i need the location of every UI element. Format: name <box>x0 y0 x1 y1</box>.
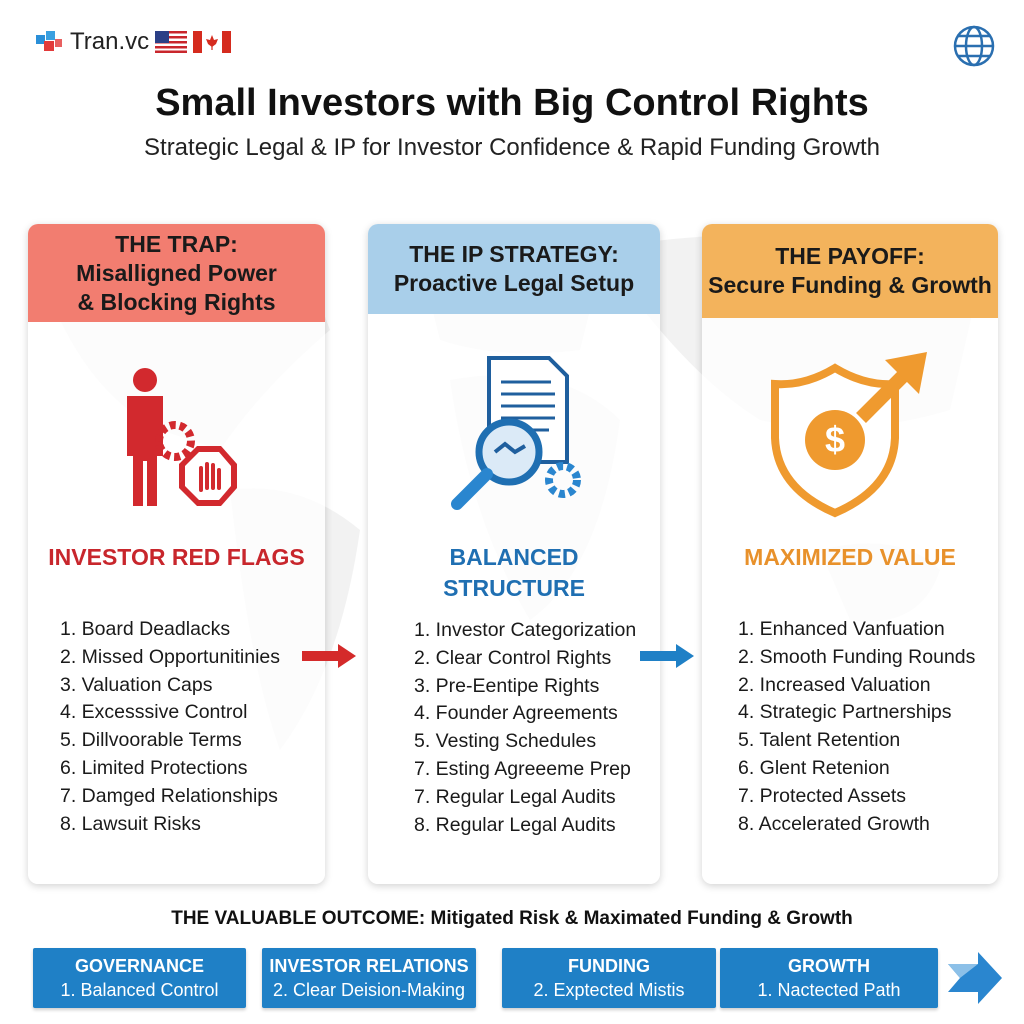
section-title-line: BALANCED <box>449 544 579 570</box>
red-arrow-icon <box>302 644 356 668</box>
box-detail: 2. Exptected Mistis <box>533 980 685 1000</box>
section-title: BALANCED STRUCTURE <box>368 542 660 604</box>
list-item: 1. Board Deadlacks <box>60 618 231 640</box>
list-item: 6. Glent Retenion <box>738 756 890 779</box>
list-item: 2. Clear Control Rights <box>414 646 612 669</box>
brand-logo[interactable]: Tran.vc <box>34 28 232 56</box>
tranvc-logo-icon <box>36 31 62 51</box>
outcome-title: THE VALUABLE OUTCOME: Mitigated Risk & M… <box>171 908 853 929</box>
box-detail: 1. Nactected Path <box>757 980 901 1000</box>
list-item: 4. Strategic Partnerships <box>738 701 952 724</box>
list-item: 8. Accelerated Growth <box>738 812 930 835</box>
list-item: 1. Enhanced Vanfuation <box>738 618 945 640</box>
section-title: INVESTOR RED FLAGS <box>48 544 305 570</box>
page-subtitle: Strategic Legal & IP for Investor Confid… <box>144 134 880 161</box>
list-item: 4. Excesssive Control <box>60 701 248 724</box>
globe-icon[interactable] <box>952 24 996 68</box>
payoff-header: THE PAYOFF: Secure Funding & Growth <box>702 224 998 318</box>
person-gear-stop-hand-icon <box>28 366 325 516</box>
chevron-arrow-icon <box>948 952 1002 1004</box>
box-detail: 2. Clear Deision-Making <box>272 980 466 1000</box>
outcome-box-governance: GOVERNANCE 1. Balanced Control <box>33 948 246 1008</box>
list-item: 7. Regular Legal Audits <box>414 785 616 808</box>
header-line: THE PAYOFF: <box>775 243 925 269</box>
list-item: 2. Missed Opportunitinies <box>60 645 281 668</box>
payoff-card: THE PAYOFF: Secure Funding & Growth $ MA… <box>702 224 998 884</box>
list-item: 2. Increased Valuation <box>738 673 931 696</box>
list-item: 3. Pre-Eentipe Rights <box>414 674 600 697</box>
shield-dollar-arrow-icon: $ <box>702 348 998 518</box>
payoff-list: 1. Enhanced Vanfuation 2. Smooth Funding… <box>738 616 975 838</box>
list-item: 4. Founder Agreements <box>414 702 618 725</box>
list-item: 6. Limited Protections <box>60 756 248 779</box>
outcome-box-funding: FUNDING 2. Exptected Mistis <box>502 948 716 1008</box>
box-title: FUNDING <box>568 956 650 976</box>
box-title: GROWTH <box>788 956 870 976</box>
trap-card: THE TRAP: Misalligned Power & Blocking R… <box>28 224 325 884</box>
list-item: 8. Regular Legal Audits <box>414 813 616 836</box>
list-item: 7. Damged Relationships <box>60 784 278 807</box>
header-line: Proactive Legal Setup <box>393 270 635 296</box>
list-item: 5. Talent Retention <box>738 729 901 752</box>
strategy-list: 1. Investor Categorization 2. Clear Cont… <box>414 617 636 839</box>
list-item: 7. Esting Agreeeme Prep <box>414 757 631 780</box>
list-item: 5. Vesting Schedules <box>414 730 597 753</box>
svg-text:$: $ <box>825 419 845 460</box>
page-title: Small Investors with Big Control Rights <box>155 82 869 124</box>
header-line: Misalligned Power <box>76 259 277 286</box>
list-item: 8. Lawsuit Risks <box>60 812 201 835</box>
red-flags-list: 1. Board Deadlacks 2. Missed Opportuniti… <box>60 616 280 838</box>
outcome-box-growth: GROWTH 1. Nactected Path <box>720 948 938 1008</box>
list-item: 2. Smooth Funding Rounds <box>738 645 976 668</box>
box-detail: 1. Balanced Control <box>60 980 219 1000</box>
header-line: Secure Funding & Growth <box>708 272 992 298</box>
header-line: THE IP STRATEGY: <box>409 241 619 267</box>
us-flag-icon <box>155 31 188 53</box>
trap-header: THE TRAP: Misalligned Power & Blocking R… <box>28 224 325 322</box>
document-magnifier-handshake-gear-icon <box>368 352 660 512</box>
section-title-line: STRUCTURE <box>443 575 585 601</box>
list-item: 5. Dillvoorable Terms <box>60 729 242 752</box>
section-title: MAXIMIZED VALUE <box>744 544 956 570</box>
list-item: 1. Investor Categorization <box>414 619 637 641</box>
box-title: GOVERNANCE <box>74 956 204 976</box>
header-line: & Blocking Rights <box>77 288 276 315</box>
list-item: 7. Protected Assets <box>738 784 907 807</box>
strategy-card: THE IP STRATEGY: Proactive Legal Setup B… <box>368 224 660 884</box>
canada-flag-icon <box>193 31 232 53</box>
brand-name: Tran.vc <box>70 28 150 55</box>
box-title: INVESTOR RELATIONS <box>269 956 469 976</box>
strategy-header: THE IP STRATEGY: Proactive Legal Setup <box>368 224 660 314</box>
outcome-box-investor-relations: INVESTOR RELATIONS 2. Clear Deision-Makin… <box>262 948 476 1008</box>
header-line: THE TRAP: <box>115 230 238 257</box>
blue-arrow-icon <box>640 644 694 668</box>
list-item: 3. Valuation Caps <box>60 673 213 696</box>
